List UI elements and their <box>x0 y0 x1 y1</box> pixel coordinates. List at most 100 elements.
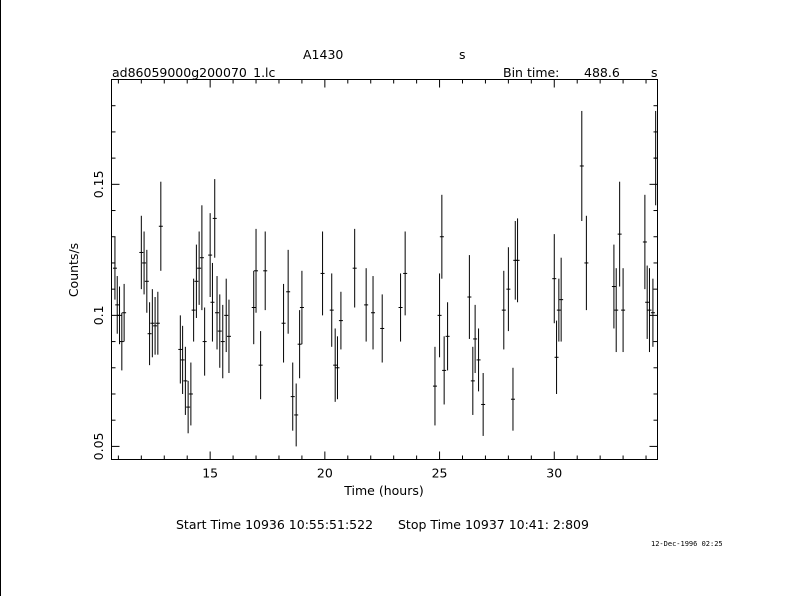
data-point <box>380 294 385 363</box>
data-point <box>445 302 450 371</box>
data-point <box>470 346 475 415</box>
data-points <box>112 110 658 447</box>
data-point <box>297 310 302 379</box>
x-tick-label: 20 <box>317 466 333 481</box>
filename-label: ad86059000g200070_1.lc <box>112 65 276 80</box>
data-point <box>119 312 124 371</box>
data-point <box>210 262 215 342</box>
data-point <box>364 268 369 342</box>
data-point <box>212 179 217 258</box>
data-point <box>202 307 207 376</box>
data-point <box>117 286 122 345</box>
data-point <box>621 268 626 353</box>
data-point <box>611 244 616 329</box>
data-point <box>439 194 444 279</box>
date-stamp: 12-Dec-1996 02:25 <box>651 540 723 548</box>
data-point <box>335 336 340 400</box>
data-point <box>352 228 357 308</box>
data-point <box>226 299 231 374</box>
data-point <box>338 291 343 350</box>
bin-time-unit: s <box>651 65 658 80</box>
start-time: Start Time 10936 10:55:51:522 <box>176 517 374 532</box>
data-point <box>180 325 185 394</box>
data-point <box>199 205 204 311</box>
data-point <box>115 276 120 334</box>
data-point <box>258 331 263 400</box>
stop-time: Stop Time 10937 10:41: 2:809 <box>398 517 589 532</box>
object-name: A1430 <box>303 47 344 62</box>
data-point <box>481 373 486 436</box>
data-point <box>614 268 619 353</box>
data-point <box>158 181 163 271</box>
window-left-border <box>0 0 1 596</box>
data-point <box>647 268 652 353</box>
data-point <box>112 236 117 300</box>
data-point <box>320 231 325 316</box>
data-point <box>650 278 655 347</box>
data-point <box>220 304 225 379</box>
data-point <box>645 265 650 339</box>
data-point <box>150 289 155 358</box>
data-point <box>653 110 658 206</box>
data-point <box>556 278 561 342</box>
data-point <box>398 273 403 342</box>
data-point <box>178 315 183 384</box>
data-point <box>403 231 408 316</box>
data-point <box>584 215 589 311</box>
data-point <box>186 380 191 434</box>
data-point <box>197 231 202 305</box>
data-point <box>281 283 286 363</box>
y-tick-label: 0.05 <box>91 432 106 460</box>
y-axis-label: Counts/s <box>66 243 81 297</box>
data-point <box>290 362 295 431</box>
data-point <box>476 328 481 392</box>
bin-time-value: 488.6 <box>584 65 620 80</box>
data-point <box>552 234 557 324</box>
data-point <box>432 346 437 426</box>
data-point <box>554 320 559 394</box>
data-point <box>188 362 193 426</box>
data-point <box>286 249 291 334</box>
data-point <box>642 194 647 290</box>
data-point <box>501 270 506 350</box>
data-point <box>142 231 147 295</box>
data-point <box>153 297 158 355</box>
plot-frame <box>111 79 658 460</box>
data-point <box>139 215 144 290</box>
data-point <box>224 278 229 353</box>
data-point <box>617 181 622 287</box>
y-tick-label: 0.15 <box>91 170 106 198</box>
data-point <box>144 249 149 313</box>
data-point <box>122 283 127 342</box>
y-tick-label: 0.1 <box>91 305 106 325</box>
data-point <box>437 273 442 358</box>
data-point <box>515 218 520 303</box>
x-tick-label: 25 <box>432 466 448 481</box>
data-point <box>371 276 376 350</box>
object-s-label: s <box>459 47 466 62</box>
data-point <box>442 336 447 405</box>
data-point <box>155 291 160 355</box>
tick-labels: 15 20 25 30 0.05 0.1 0.15 <box>91 170 562 480</box>
data-point <box>183 346 188 415</box>
data-point <box>329 273 334 347</box>
data-point <box>467 255 472 339</box>
data-point <box>194 244 199 318</box>
data-point <box>263 231 268 311</box>
data-point <box>506 247 511 332</box>
data-point <box>473 304 478 374</box>
x-tick-label: 15 <box>202 466 218 481</box>
x-tick-label: 30 <box>546 466 562 481</box>
x-axis-label: Time (hours) <box>343 483 423 498</box>
data-point <box>510 367 515 431</box>
data-point <box>215 276 220 350</box>
data-point <box>251 270 256 345</box>
bin-time-label: Bin time: <box>503 65 560 80</box>
data-point <box>333 328 338 402</box>
data-point <box>208 213 213 298</box>
axis-ticks <box>111 79 658 460</box>
data-point <box>254 228 259 313</box>
data-point <box>299 270 304 345</box>
data-point <box>217 294 222 368</box>
